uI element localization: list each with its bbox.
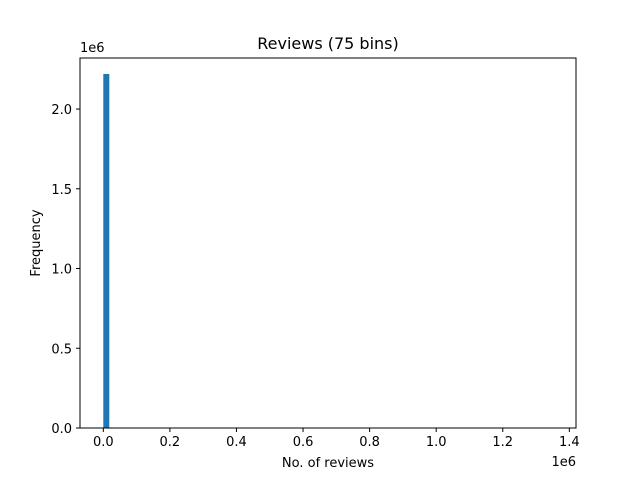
y-tick-label: 1.5: [51, 183, 72, 198]
x-offset-label: 1e6: [551, 455, 576, 470]
y-axis: 0.0 0.5 1.0 1.5 2.0: [51, 103, 80, 437]
x-tick-label: 0.0: [93, 435, 114, 450]
chart-title: Reviews (75 bins): [257, 34, 399, 53]
y-offset-label: 1e6: [80, 41, 105, 56]
x-tick-label: 0.2: [160, 435, 181, 450]
y-axis-label: Frequency: [29, 209, 44, 276]
y-tick-label: 1.0: [51, 263, 72, 278]
histogram-bar: [103, 73, 110, 428]
y-tick-label: 0.0: [51, 422, 72, 437]
plot-area: [103, 73, 110, 428]
x-axis-label: No. of reviews: [282, 456, 374, 471]
x-axis: 0.0 0.2 0.4 0.6 0.8 1.0 1.2 1.4: [93, 428, 580, 450]
x-tick-label: 0.8: [359, 435, 380, 450]
x-tick-label: 1.0: [426, 435, 447, 450]
y-tick-label: 2.0: [51, 103, 72, 118]
x-tick-label: 1.4: [559, 435, 580, 450]
plot-frame: [79, 57, 577, 429]
y-tick-label: 0.5: [51, 342, 72, 357]
x-tick-label: 1.2: [492, 435, 513, 450]
x-tick-label: 0.4: [226, 435, 247, 450]
x-tick-label: 0.6: [293, 435, 314, 450]
